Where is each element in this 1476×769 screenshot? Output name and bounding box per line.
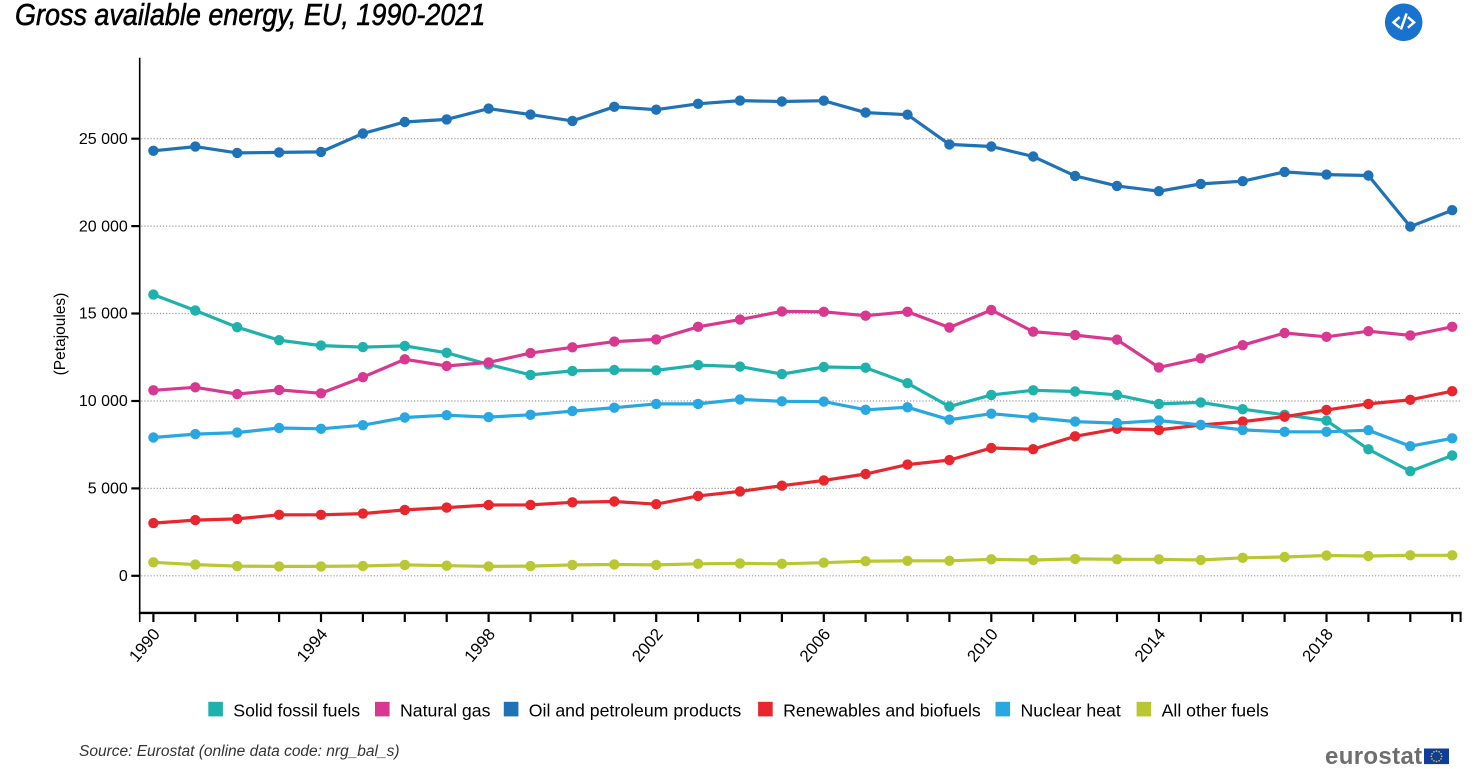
svg-text:25 000: 25 000 xyxy=(79,131,128,148)
svg-text:Gross available energy, EU, 19: Gross available energy, EU, 1990-2021 xyxy=(15,0,485,32)
svg-text:10 000: 10 000 xyxy=(79,393,128,410)
svg-text:Oil and petroleum products: Oil and petroleum products xyxy=(529,701,742,721)
svg-text:Renewables and biofuels: Renewables and biofuels xyxy=(783,701,981,721)
svg-text:Source: Eurostat (online data: Source: Eurostat (online data code: nrg_… xyxy=(79,743,400,760)
svg-text:0: 0 xyxy=(119,568,128,585)
svg-text:5 000: 5 000 xyxy=(88,481,128,498)
svg-text:15 000: 15 000 xyxy=(79,306,128,323)
svg-text:20 000: 20 000 xyxy=(79,218,128,235)
svg-text:Nuclear heat: Nuclear heat xyxy=(1021,701,1121,721)
svg-text:All other fuels: All other fuels xyxy=(1162,701,1269,721)
svg-text:eurostat: eurostat xyxy=(1325,743,1423,769)
svg-text:Solid fossil fuels: Solid fossil fuels xyxy=(233,701,360,721)
svg-text:Natural gas: Natural gas xyxy=(400,701,491,721)
svg-text:(Petajoules): (Petajoules) xyxy=(52,293,69,376)
